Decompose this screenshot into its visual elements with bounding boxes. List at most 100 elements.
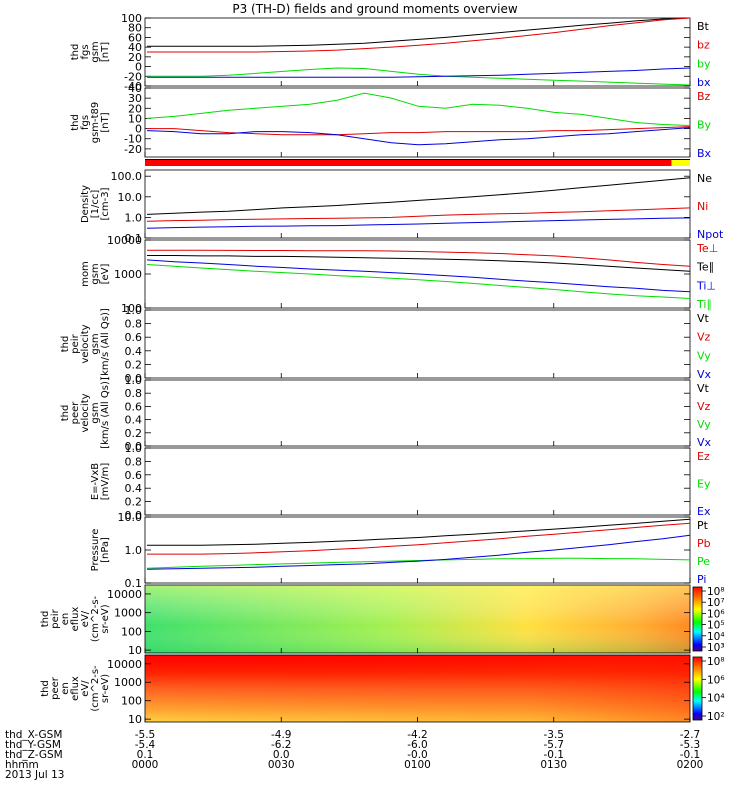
y-label-line: thd [60,405,71,422]
legend-label-Vy: Vy [697,349,711,362]
y-axis-label: thd peer en eflux eV/(cm^2-s-sr-eV) [40,665,111,712]
y-tick-label: -20 [124,70,142,83]
y-tick-label: 0.4 [125,345,143,358]
y-tick-label: 10 [128,713,142,726]
y-axis-label: Density [1/cc] [cm-3] [80,185,111,223]
y-label-line: Pressure [90,529,101,572]
legend-label-Vx: Vx [697,368,712,381]
y-label-line: [mV/m] [100,463,111,501]
y-tick-label: 30 [128,92,142,105]
colorbar-label: 10⁶ [707,674,725,686]
y-tick-label: 0.8 [125,455,143,468]
legend-label-Pt: Pt [697,519,709,532]
legend-label-Te∥: Te∥ [696,261,714,274]
y-tick-label: 0.6 [125,331,143,344]
heatmap-overlay [145,655,690,722]
y-label-line: gsm-t89 [90,102,101,144]
y-tick-label: 0.2 [125,496,143,509]
x-tick-value: -2.7 [680,729,701,741]
y-axis-label: thd peir en eflux eV/(cm^2-s-sr-eV) [40,595,111,642]
y-axis-label: thd fgs gsm [nT] [70,41,111,62]
y-label-line: eflux [70,607,81,632]
y-tick-label: 10 [128,112,142,125]
y-label-line: [nPa] [100,537,111,563]
y-tick-label: 100 [121,695,142,708]
y-tick-label: 1000 [114,607,142,620]
legend-label-Ex: Ex [697,505,711,518]
panel-pressure: 10.0 1.0 0.1 Pressure [nPa] Pt Pb Pe Pi [90,511,711,590]
heatmap-overlay [145,585,690,653]
y-label-line: eV/ [80,610,91,627]
series-line-Pe [146,557,691,569]
colorbar-label: 10⁸ [707,586,725,598]
y-tick-label: 0.8 [125,318,143,331]
x-tick-value: -4.9 [271,729,292,741]
legend-label-Vz: Vz [697,400,711,413]
y-tick-label: 0.8 [125,387,143,400]
legend-label-Pb: Pb [697,537,711,550]
y-label-line: thd [40,680,51,697]
y-axis-label: thd fgs gsm-t89 [nT] [70,102,111,144]
x-tick-value: -5.5 [135,729,156,741]
y-tick-label: 80 [128,22,142,35]
y-tick-label: 1.0 [125,442,143,455]
y-tick-label: -40 [124,80,142,93]
y-label-line: fgs [80,44,91,59]
y-tick-label: 0.0 [125,509,143,522]
colorbar-label: 10⁴ [707,693,725,705]
legend-label-by: by [697,57,711,70]
colorbar [692,586,703,652]
legend-label-Bx: Bx [697,147,712,160]
y-label-line: gsm [90,402,101,423]
panel-frame [144,379,691,447]
series-line-Ne [146,177,691,215]
y-tick-label: 1000 [114,676,142,689]
legend-label-bx: bx [697,76,711,89]
legend-label-Ez: Ez [697,450,710,463]
colorbar-label: 10⁵ [707,620,725,632]
y-tick-label: 1000 [114,268,142,281]
colorbar-label: 10⁴ [707,631,725,643]
x-tick-value: -0.1 [680,749,701,761]
legend-label-Vx: Vx [697,436,712,449]
x-tick-value: 0030 [268,759,295,771]
y-tick-label: 40 [128,41,142,54]
series-line-Pb [147,522,691,555]
legend-label-Vy: Vy [697,418,711,431]
y-label-line: sr-eV) [100,674,111,703]
colorbar-label: 10⁷ [707,597,725,609]
y-label-line: thd [60,336,71,353]
y-label-line: gsm [90,333,101,354]
x-tick-value: 0100 [404,759,431,771]
x-row-label: 2013 Jul 13 [5,769,64,781]
legend-label-Te⊥: Te⊥ [696,242,718,255]
legend-label-Ti⊥: Ti⊥ [696,279,716,292]
y-tick-label: 0 [135,61,142,74]
legend-label-Bt: Bt [697,20,710,33]
y-tick-label: 100 [121,625,142,638]
series-line-Ni [146,207,691,222]
y-tick-label: 0.2 [125,427,143,440]
y-label-line: E=-VxB [90,463,101,500]
y-tick-label: 100 [121,302,142,315]
series-line-Bx [146,127,691,146]
x-tick-value: 0.0 [273,749,290,761]
y-label-line: thd [40,611,51,628]
y-tick-label: 1.0 [125,211,143,224]
y-label-line: [cm-3] [100,187,111,220]
y-tick-label: 10000 [107,658,142,671]
x-tick-value: -0.0 [407,749,428,761]
y-tick-label: 40 [128,82,142,95]
series-line-Pi [146,534,691,570]
series-line-by [147,67,691,86]
y-label-line: fgs [80,115,91,130]
panel-frame [144,169,691,239]
panel-mom-temp: 10000 1000 100 mom gsm [eV] Te⊥ Te∥ Ti⊥ Ti∥ [80,234,718,315]
x-tick-value: -4.2 [407,729,428,741]
mode-bar-top-line [145,159,690,160]
series-line-Te∥ [147,255,691,272]
y-label-line: [nT] [100,42,111,62]
